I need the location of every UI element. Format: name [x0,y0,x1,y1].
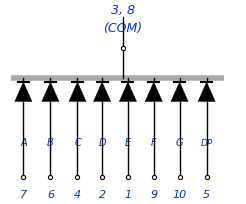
Text: 6: 6 [47,189,54,199]
Polygon shape [42,83,59,102]
Polygon shape [93,83,111,102]
Polygon shape [119,83,137,102]
Text: A: A [20,138,27,148]
Text: 10: 10 [172,189,187,199]
Text: E: E [125,138,131,148]
Polygon shape [15,83,32,102]
Text: 9: 9 [150,189,157,199]
Text: G: G [176,138,183,148]
Polygon shape [69,83,86,102]
Polygon shape [198,83,215,102]
Text: 5: 5 [203,189,210,199]
Text: 1: 1 [124,189,131,199]
Text: C: C [74,138,81,148]
Text: (COM): (COM) [103,22,143,35]
Polygon shape [171,83,188,102]
Text: B: B [47,138,54,148]
Text: D: D [98,138,106,148]
Text: F: F [151,138,156,148]
Text: 3, 8: 3, 8 [111,4,135,17]
Text: 4: 4 [74,189,81,199]
Text: 2: 2 [99,189,106,199]
Polygon shape [145,83,162,102]
Text: 7: 7 [20,189,27,199]
Text: DP: DP [200,138,213,147]
